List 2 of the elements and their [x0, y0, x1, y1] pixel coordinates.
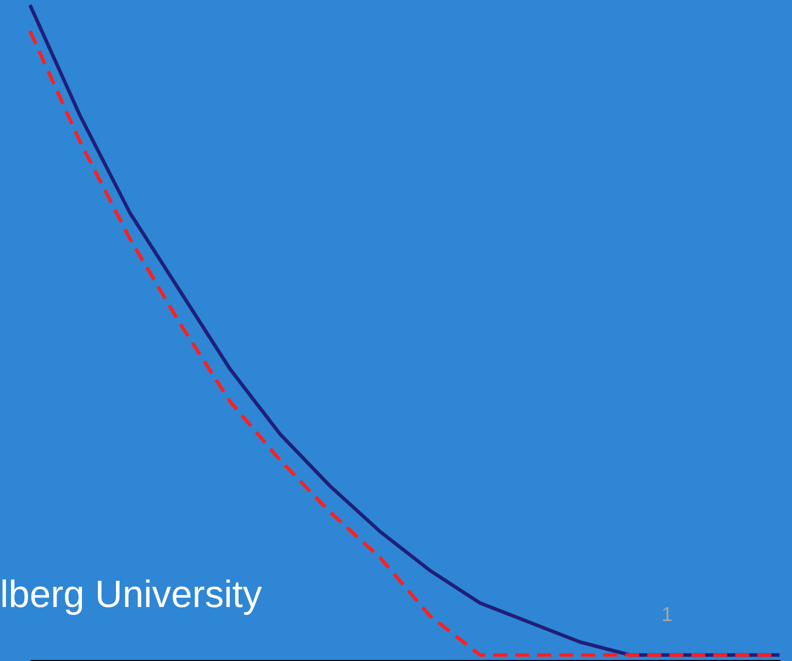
annotation: 1: [661, 604, 673, 626]
annotation: lberg University: [0, 574, 262, 616]
